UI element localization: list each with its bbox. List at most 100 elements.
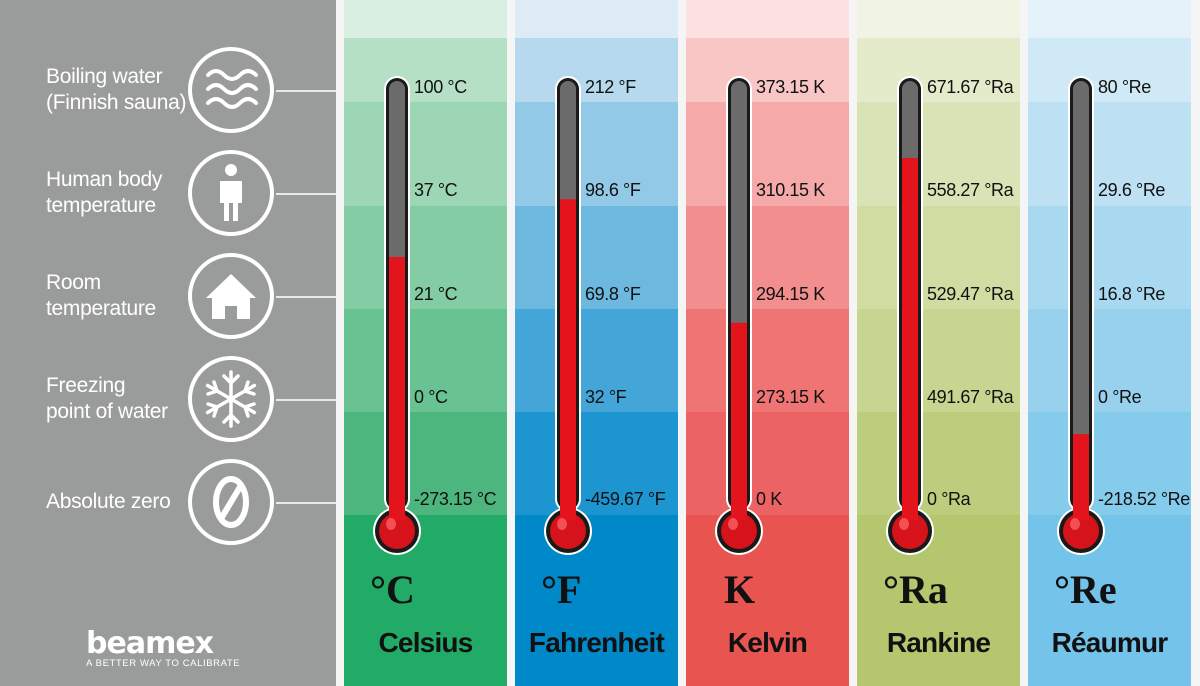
reference-row: Room temperature bbox=[0, 244, 336, 347]
tick-label: 100 °C bbox=[414, 77, 467, 97]
color-band bbox=[344, 38, 507, 102]
reference-label: Absolute zero bbox=[46, 489, 171, 513]
reference-row: Boiling water (Finnish sauna) bbox=[0, 38, 336, 141]
tick-label: 671.67 °Ra bbox=[927, 77, 1014, 97]
tick-label: 310.15 K bbox=[756, 180, 825, 200]
thermometer bbox=[886, 76, 934, 555]
color-band bbox=[344, 515, 507, 686]
reference-row: Human body temperature bbox=[0, 141, 336, 244]
scale-name: Celsius bbox=[378, 627, 474, 658]
reference-sidebar: beamex A BETTER WAY TO CALIBRATE Boiling… bbox=[0, 0, 336, 686]
color-band bbox=[515, 0, 678, 38]
person-icon bbox=[186, 148, 276, 238]
tick-label: 69.8 °F bbox=[585, 284, 641, 304]
color-band bbox=[515, 102, 678, 206]
tick-label: 32 °F bbox=[585, 387, 627, 407]
color-band bbox=[857, 38, 1020, 102]
reference-label: Freezing point of water bbox=[46, 373, 168, 423]
scale-name: Rankine bbox=[886, 627, 991, 658]
snowflake-icon bbox=[186, 354, 276, 444]
thermometer-mercury bbox=[1073, 434, 1089, 512]
color-band bbox=[686, 309, 849, 412]
color-band bbox=[686, 412, 849, 515]
tick-label: 0 °Re bbox=[1098, 387, 1142, 407]
scale-name: Fahrenheit bbox=[528, 627, 665, 658]
scale-symbol: °C bbox=[370, 567, 415, 612]
reference-connector-line bbox=[276, 501, 336, 504]
color-band bbox=[344, 0, 507, 38]
reference-connector-line bbox=[276, 89, 336, 92]
scale-symbol: K bbox=[724, 567, 756, 612]
color-band bbox=[686, 206, 849, 309]
color-band bbox=[1028, 206, 1191, 309]
beamex-logo: beamex A BETTER WAY TO CALIBRATE bbox=[86, 629, 256, 670]
color-band bbox=[515, 412, 678, 515]
color-band bbox=[515, 309, 678, 412]
thermometer bbox=[1057, 76, 1105, 555]
color-band bbox=[857, 309, 1020, 412]
logo-tagline: A BETTER WAY TO CALIBRATE bbox=[86, 658, 241, 669]
color-band bbox=[686, 515, 849, 686]
color-band bbox=[857, 515, 1020, 686]
tick-label: 273.15 K bbox=[756, 387, 825, 407]
scale-column-fahrenheit: 212 °F 98.6 °F 69.8 °F 32 °F -459.67 °F °F Fah… bbox=[515, 0, 678, 686]
zero-icon bbox=[186, 457, 276, 547]
reference-label: Boiling water (Finnish sauna) bbox=[46, 64, 187, 114]
thermometer bbox=[373, 76, 421, 555]
reference-connector-line bbox=[276, 398, 336, 401]
tick-label: 0 °Ra bbox=[927, 489, 971, 509]
color-band bbox=[515, 38, 678, 102]
reference-label: Room temperature bbox=[46, 270, 156, 320]
thermometer-mercury bbox=[731, 322, 747, 512]
tick-label: 558.27 °Ra bbox=[927, 180, 1014, 200]
color-band bbox=[515, 206, 678, 309]
thermometer-mercury bbox=[389, 256, 405, 512]
color-band bbox=[344, 412, 507, 515]
color-band bbox=[344, 309, 507, 412]
color-band bbox=[686, 0, 849, 38]
tick-label: 0 K bbox=[756, 489, 782, 509]
color-band bbox=[857, 412, 1020, 515]
color-band bbox=[857, 102, 1020, 206]
tick-label: 212 °F bbox=[585, 77, 636, 97]
thermometer-mercury bbox=[560, 199, 576, 513]
tick-label: 491.67 °Ra bbox=[927, 387, 1014, 407]
thermometer-mercury bbox=[902, 158, 918, 513]
thermometer bbox=[544, 76, 592, 555]
reference-connector-line bbox=[276, 295, 336, 298]
tick-label: 16.8 °Re bbox=[1098, 284, 1166, 304]
scale-column-rankine: 671.67 °Ra 558.27 °Ra 529.47 °Ra 491.67 °Ra… bbox=[857, 0, 1020, 686]
scale-symbol: °F bbox=[541, 567, 582, 612]
tick-label: 80 °Re bbox=[1098, 77, 1151, 97]
color-band bbox=[1028, 515, 1191, 686]
color-band bbox=[1028, 38, 1191, 102]
scale-symbol: °Re bbox=[1054, 567, 1117, 612]
scale-name: Kelvin bbox=[727, 627, 808, 658]
reference-label: Human body temperature bbox=[46, 167, 163, 217]
color-band bbox=[1028, 0, 1191, 38]
scale-column-celsius: 100 °C 37 °C 21 °C 0 °C -273.15 °C °C Celsius bbox=[344, 0, 507, 686]
tick-label: 0 °C bbox=[414, 387, 448, 407]
reference-row: Absolute zero bbox=[0, 450, 336, 553]
scale-column-kelvin: 373.15 K 310.15 K 294.15 K 273.15 K 0 K K Kelv… bbox=[686, 0, 849, 686]
tick-label: 21 °C bbox=[414, 284, 458, 304]
reference-row: Freezing point of water bbox=[0, 347, 336, 450]
color-band bbox=[857, 206, 1020, 309]
tick-label: 529.47 °Ra bbox=[927, 284, 1014, 304]
color-band bbox=[515, 515, 678, 686]
color-band bbox=[1028, 102, 1191, 206]
color-band bbox=[686, 102, 849, 206]
color-band bbox=[344, 102, 507, 206]
color-band bbox=[1028, 412, 1191, 515]
color-band bbox=[857, 0, 1020, 38]
tick-label: 373.15 K bbox=[756, 77, 825, 97]
tick-label: 294.15 K bbox=[756, 284, 825, 304]
thermometer-tube bbox=[1073, 81, 1089, 507]
scale-name: Réaumur bbox=[1051, 627, 1169, 658]
tick-label: 98.6 °F bbox=[585, 180, 641, 200]
color-band bbox=[686, 38, 849, 102]
scale-symbol: °Ra bbox=[883, 567, 948, 612]
color-band bbox=[1028, 309, 1191, 412]
thermometer bbox=[715, 76, 763, 555]
